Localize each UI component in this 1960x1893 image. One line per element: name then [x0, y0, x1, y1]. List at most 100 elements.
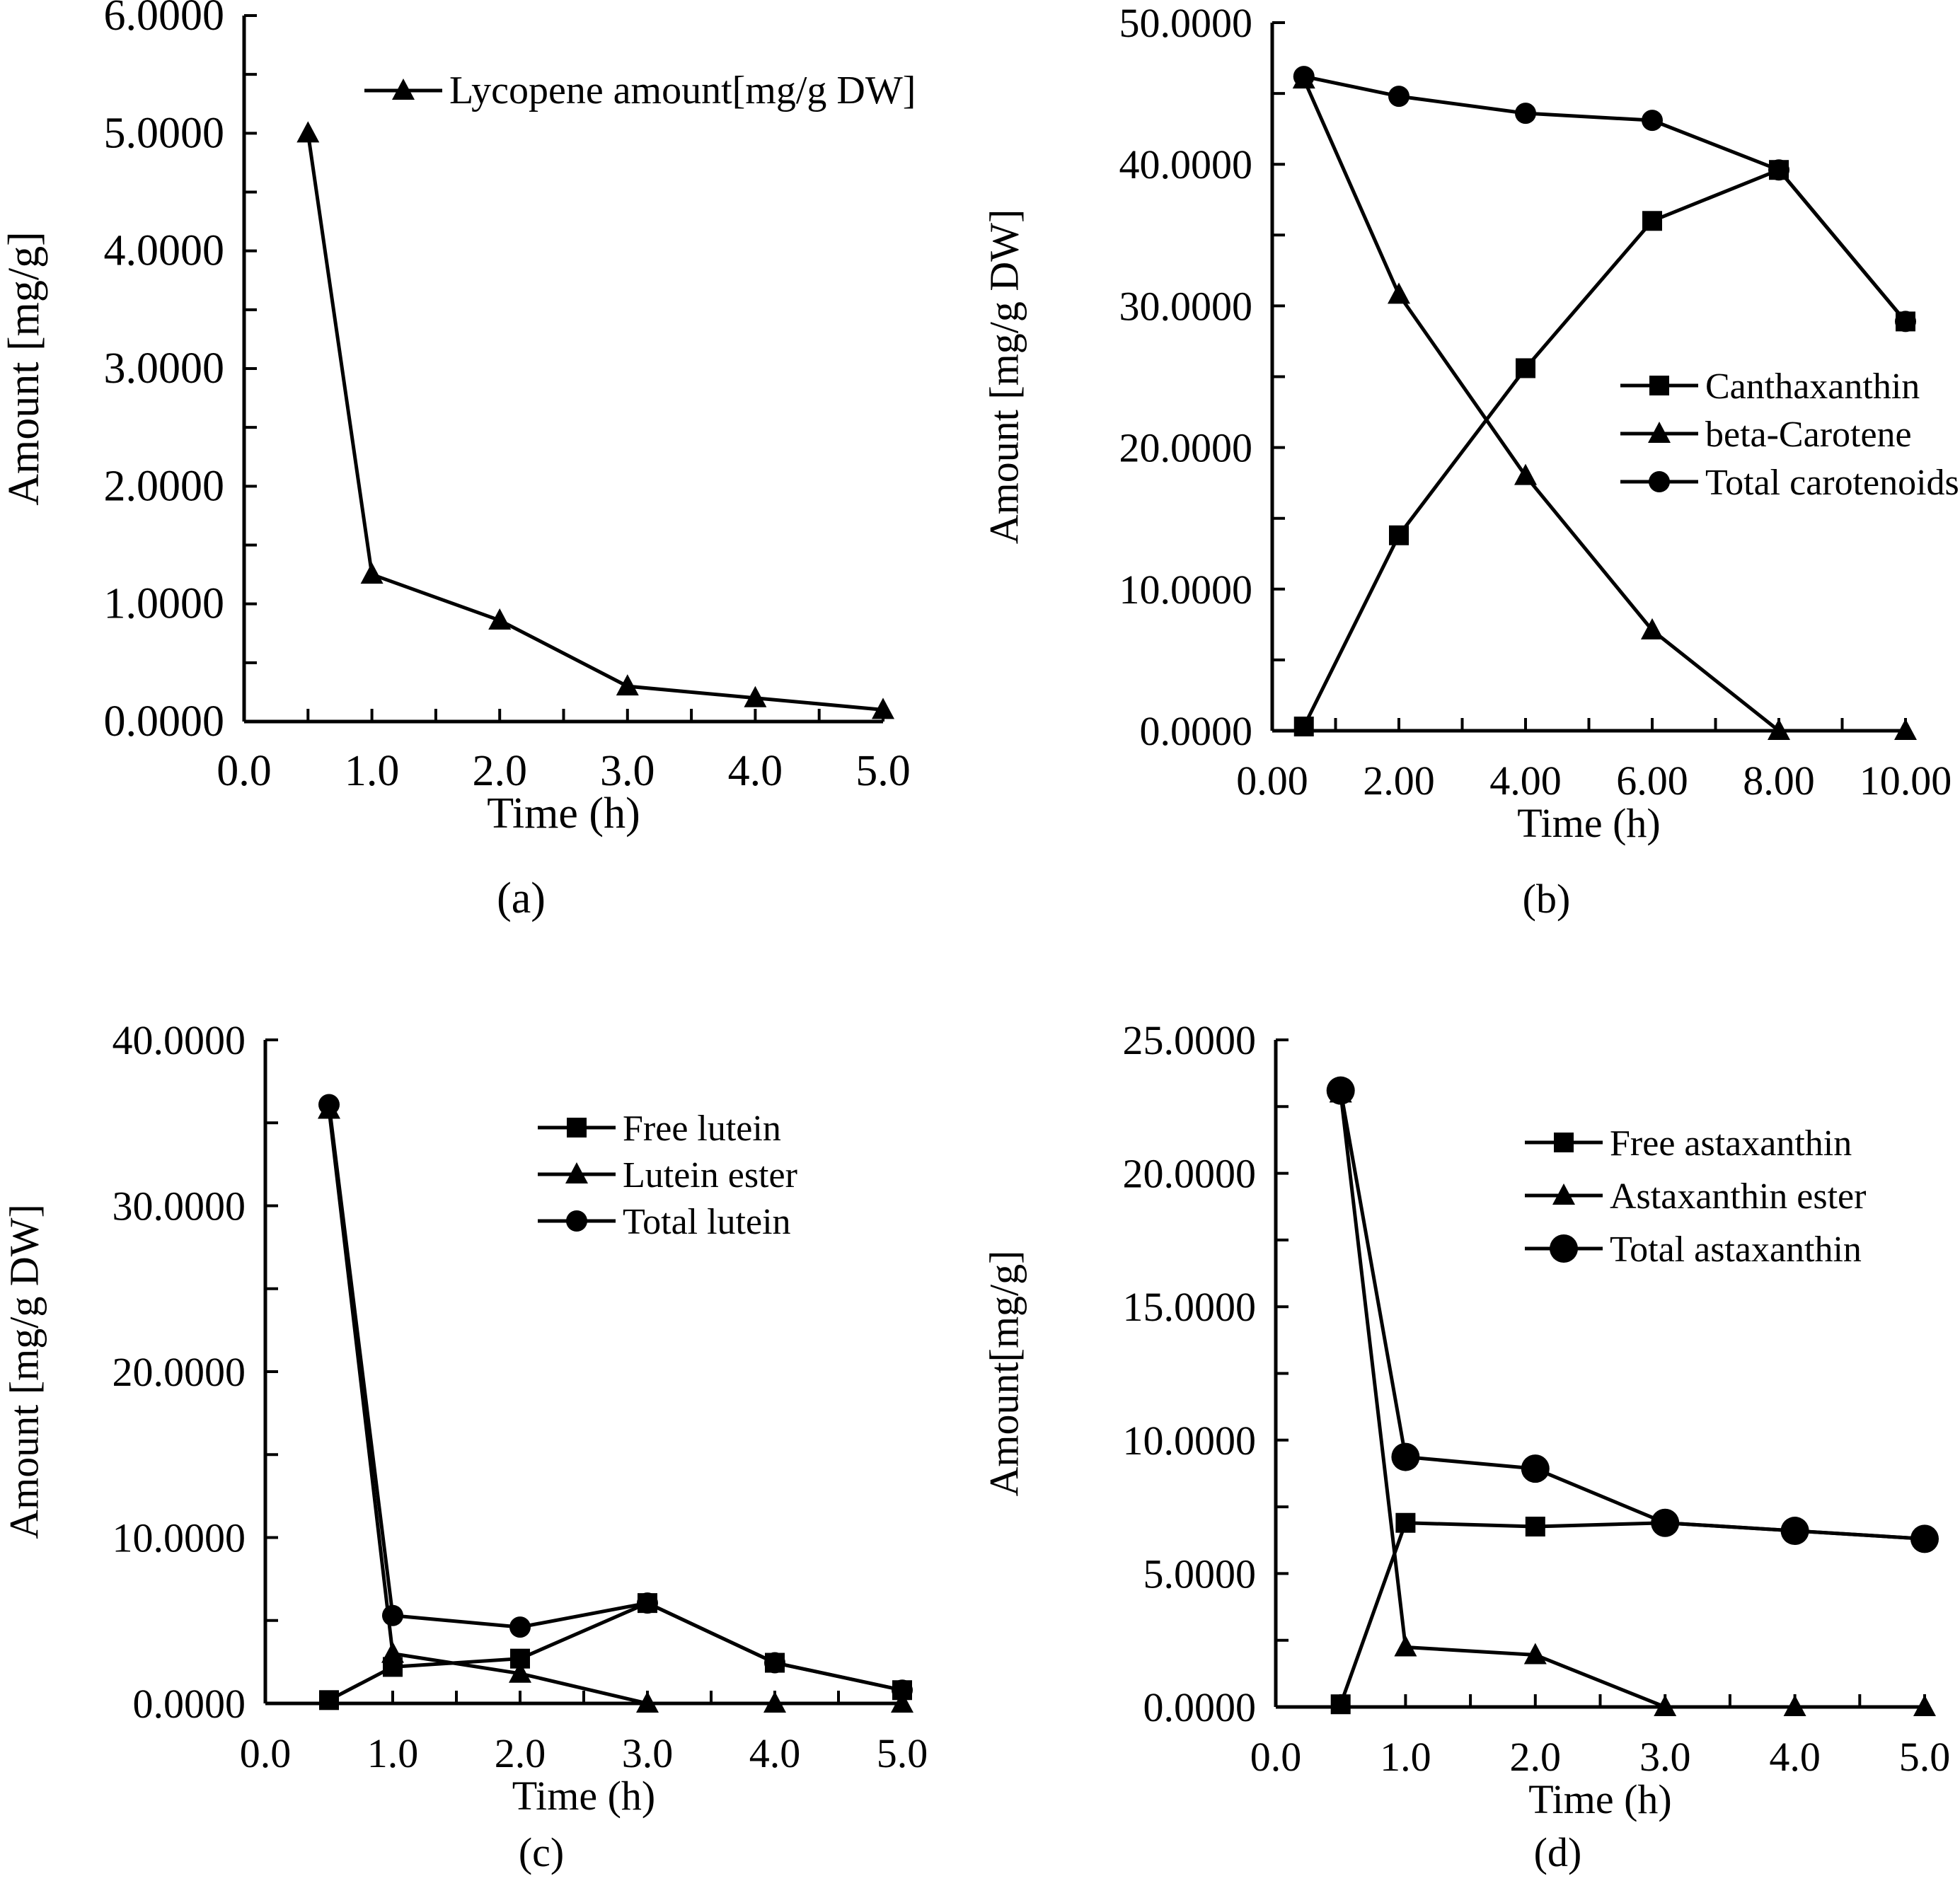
legend-marker-triangle	[1648, 422, 1671, 443]
data-point-bigcircle	[1780, 1517, 1809, 1546]
legend-label: Free astaxanthin	[1610, 1123, 1852, 1164]
y-tick-label: 5.0000	[104, 109, 225, 157]
series-total-lutein	[318, 1094, 913, 1701]
data-point-square	[1389, 525, 1409, 545]
y-axis-label: Amount [mg/g]	[0, 231, 48, 505]
data-point-circle	[1515, 103, 1536, 125]
y-tick-label: 0.0000	[1140, 708, 1253, 754]
data-point-circle	[318, 1094, 340, 1116]
legend-marker-square	[1649, 376, 1669, 395]
y-axis-label: Amount[mg/g]	[981, 1251, 1027, 1497]
x-tick-label: 5.0	[877, 1730, 928, 1776]
series-free-astaxanthin	[1330, 1512, 1935, 1715]
legend-marker-triangle	[1552, 1183, 1575, 1205]
series-line	[306, 132, 884, 712]
legend-marker-triangle	[392, 79, 415, 100]
y-tick-label: 0.0000	[104, 697, 225, 746]
data-point-circle	[892, 1679, 913, 1701]
data-point-triangle	[360, 562, 384, 584]
x-tick-label: 4.0	[1769, 1734, 1821, 1780]
series-line	[1303, 74, 1907, 323]
y-tick-label: 5.0000	[1143, 1551, 1257, 1597]
y-tick-label: 25.0000	[1123, 1017, 1257, 1063]
x-tick-label: 3.0	[622, 1730, 674, 1776]
x-axis-label: Time (h)	[512, 1773, 656, 1819]
chart-panel-d: 0.0000 5.0000 10.0000 15.0000 20.0000 25.0000…	[980, 946, 1960, 1893]
data-point-triangle	[1641, 618, 1664, 639]
legend-label: Total lutein	[623, 1202, 791, 1242]
data-point-triangle	[1783, 1695, 1806, 1716]
data-point-square	[1395, 1512, 1416, 1533]
y-tick-label: 1.0000	[104, 580, 225, 628]
x-tick-label: 1.0	[1380, 1734, 1431, 1780]
data-point-triangle	[1894, 719, 1917, 740]
chart-c: 0.0000 10.0000 20.0000 30.0000 40.0000 0.0 1.0…	[1, 1017, 928, 1875]
legend-entry: Lycopene amount[mg/g DW]	[364, 69, 916, 112]
legend-entry: Canthaxanthin	[1620, 366, 1920, 407]
y-tick-label: 30.0000	[1119, 283, 1253, 329]
series-line	[1302, 79, 1906, 733]
data-point-bigcircle	[1910, 1524, 1939, 1553]
data-point-circle	[1293, 66, 1315, 88]
legend-entry: Total lutein	[538, 1202, 791, 1242]
data-point-square	[1293, 716, 1314, 736]
x-tick-label: 10.00	[1860, 758, 1952, 804]
legend-label: Canthaxanthin	[1705, 366, 1920, 407]
panel-caption: (d)	[1534, 1829, 1582, 1875]
legend-entry: beta-Carotene	[1620, 415, 1912, 455]
x-tick-label: 3.0	[600, 747, 655, 795]
legend-marker-circle	[566, 1210, 587, 1232]
data-point-bigcircle	[1391, 1442, 1420, 1471]
x-tick-label: 4.0	[728, 747, 783, 795]
chart-panel-a: 0.0000 1.0000 2.0000 3.0000 4.0000 5.0000 6.00…	[0, 0, 980, 946]
data-point-triangle	[509, 1661, 531, 1683]
legend-label: Total astaxanthin	[1610, 1229, 1862, 1270]
data-point-triangle	[1768, 719, 1790, 740]
y-tick-label: 0.0000	[1143, 1684, 1257, 1730]
data-point-triangle	[1913, 1695, 1936, 1716]
legend-marker-bigcircle	[1550, 1234, 1578, 1263]
panel-caption: (c)	[519, 1829, 564, 1875]
x-axis-label: Time (h)	[1517, 800, 1661, 846]
x-tick-label: 0.0	[1250, 1734, 1302, 1780]
data-point-triangle	[1654, 1695, 1677, 1716]
chart-b: 0.0000 10.0000 20.0000 30.0000 40.0000 50.000…	[981, 0, 1959, 922]
series-line	[327, 1109, 902, 1706]
y-tick-label: 20.0000	[1119, 425, 1253, 471]
x-tick-label: 2.0	[495, 1730, 546, 1776]
y-tick-label: 10.0000	[1123, 1418, 1257, 1464]
data-point-circle	[509, 1616, 531, 1638]
data-point-triangle	[1394, 1635, 1417, 1657]
data-point-square	[1330, 1694, 1351, 1715]
legend-label: Free lutein	[623, 1108, 781, 1149]
data-point-circle	[1895, 311, 1916, 332]
legend-label: Astaxanthin ester	[1610, 1176, 1866, 1217]
data-point-circle	[382, 1604, 403, 1626]
y-tick-label: 3.0000	[104, 345, 225, 393]
series-lycopene-amount-mg-g-dw-	[296, 121, 894, 719]
y-axis-label: Amount [mg/g DW]	[1, 1204, 47, 1539]
y-tick-label: 40.0000	[1119, 141, 1253, 187]
legend-entry: Free astaxanthin	[1525, 1123, 1852, 1164]
x-tick-label: 0.0	[217, 747, 272, 795]
legend-marker-square	[567, 1118, 587, 1137]
data-point-square	[1642, 211, 1662, 231]
y-tick-label: 20.0000	[113, 1349, 246, 1395]
chart-panel-b: 0.0000 10.0000 20.0000 30.0000 40.0000 50.000…	[980, 0, 1960, 946]
x-tick-label: 1.0	[367, 1730, 419, 1776]
legend-entry: Astaxanthin ester	[1525, 1176, 1866, 1217]
x-tick-label: 3.0	[1639, 1734, 1691, 1780]
series-line	[1339, 1090, 1925, 1541]
chart-a: 0.0000 1.0000 2.0000 3.0000 4.0000 5.0000 6.00…	[0, 0, 916, 922]
data-point-square	[319, 1690, 339, 1710]
y-tick-label: 40.0000	[113, 1017, 246, 1063]
legend-marker-circle	[1649, 471, 1670, 492]
legend-entry: Free lutein	[538, 1108, 781, 1149]
data-point-square	[1525, 1517, 1545, 1537]
y-tick-label: 4.0000	[104, 227, 225, 275]
x-tick-label: 4.00	[1489, 758, 1562, 804]
chart-panel-c: 0.0000 10.0000 20.0000 30.0000 40.0000 0.0 1.0…	[0, 946, 980, 1893]
data-point-triangle	[1388, 282, 1410, 304]
series-line	[1339, 1093, 1925, 1709]
data-point-circle	[764, 1652, 785, 1674]
